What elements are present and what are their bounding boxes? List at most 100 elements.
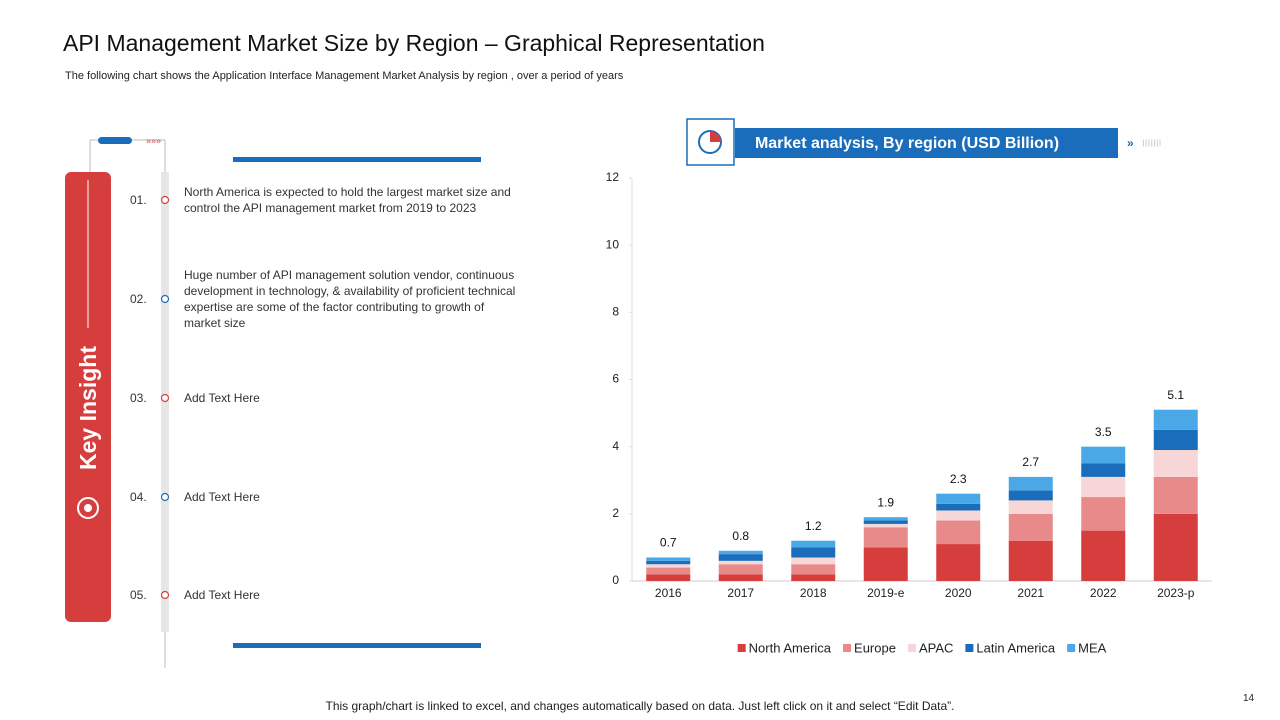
- total-label: 0.8: [732, 529, 749, 543]
- bar-segment: [1081, 446, 1126, 464]
- key-insight-label: Key Insight: [75, 346, 101, 470]
- bar-segment: [1008, 476, 1053, 491]
- bar-segment: [1153, 409, 1198, 430]
- bar-segment: [1008, 540, 1053, 581]
- bar-segment: [936, 520, 981, 545]
- bar-segment: [1081, 530, 1126, 581]
- insight-text: Add Text Here: [184, 588, 260, 602]
- bar-segment: [1153, 513, 1198, 581]
- legend-label: APAC: [919, 640, 953, 655]
- top-rule: [233, 157, 481, 162]
- insight-number: 02.: [130, 292, 147, 306]
- bar-segment: [936, 510, 981, 521]
- bar-segment: [863, 523, 908, 528]
- bar-segment: [1153, 450, 1198, 477]
- svg-text:»»»: »»»: [146, 135, 161, 145]
- insight-text: North America is expected to hold the la…: [184, 185, 511, 215]
- bar-segment: [863, 527, 908, 548]
- insight-dot: [160, 195, 170, 205]
- total-label: 3.5: [1095, 425, 1112, 439]
- bar-segment: [718, 564, 763, 575]
- y-tick-label: 2: [612, 506, 619, 520]
- legend-label: MEA: [1078, 640, 1107, 655]
- bar-segment: [1081, 476, 1126, 498]
- chart-header: Market analysis, By region (USD Billion): [755, 135, 1059, 152]
- bar-segment: [791, 557, 836, 565]
- legend-swatch: [1067, 644, 1076, 652]
- footer-note: This graph/chart is linked to excel, and…: [325, 699, 955, 713]
- x-tick-label: 2018: [800, 586, 827, 600]
- bar-segment: [863, 547, 908, 581]
- insight-number: 04.: [130, 490, 147, 504]
- bar-segment: [791, 547, 836, 558]
- total-label: 2.3: [950, 472, 967, 486]
- x-tick-label: 2021: [1017, 586, 1044, 600]
- bar-segment: [936, 503, 981, 511]
- total-label: 1.9: [877, 495, 894, 509]
- insight-dot: [160, 393, 170, 403]
- legend-swatch: [843, 644, 852, 652]
- x-tick-label: 2023-p: [1157, 586, 1195, 600]
- bar-segment: [1008, 500, 1053, 514]
- bar-segment: [1153, 476, 1198, 514]
- bar-segment: [718, 550, 763, 555]
- insight-text: Add Text Here: [184, 490, 260, 504]
- bar-segment: [1081, 497, 1126, 531]
- bar-segment: [718, 554, 763, 561]
- bar-segment: [791, 574, 836, 581]
- bar-segment: [646, 557, 691, 561]
- total-label: 0.7: [660, 536, 677, 550]
- insight-number: 01.: [130, 193, 147, 207]
- bar-segment: [646, 574, 691, 581]
- bar-segment: [646, 564, 691, 568]
- insight-dot: [160, 492, 170, 502]
- key-insight-panel: [65, 172, 111, 622]
- y-tick-label: 0: [612, 573, 619, 587]
- legend-label: Europe: [854, 640, 896, 655]
- legend-label: Latin America: [976, 640, 1056, 655]
- insight-dot: [160, 590, 170, 600]
- bar-segment: [936, 544, 981, 581]
- icon: [77, 497, 99, 519]
- legend-swatch: [965, 644, 974, 652]
- bar-segment: [646, 567, 691, 575]
- svg-text:»: »: [1127, 136, 1134, 150]
- y-tick-label: 12: [606, 170, 620, 184]
- total-label: 2.7: [1022, 455, 1039, 469]
- bar-segment: [1008, 490, 1053, 501]
- insight-text: Huge number of API management solution v…: [184, 268, 516, 330]
- bar-segment: [1008, 513, 1053, 541]
- bar-segment: [791, 540, 836, 548]
- bar-segment: [863, 517, 908, 521]
- bar-segment: [1081, 463, 1126, 477]
- insight-number: 03.: [130, 391, 147, 405]
- slide-title: API Management Market Size by Region – G…: [63, 30, 765, 56]
- y-tick-label: 6: [612, 372, 619, 386]
- x-tick-label: 2022: [1090, 586, 1117, 600]
- x-tick-label: 2017: [727, 586, 754, 600]
- svg-text:IIIIIII: IIIIIII: [1142, 139, 1161, 150]
- bar-segment: [718, 574, 763, 581]
- insight-dot: [160, 294, 170, 304]
- insight-number: 05.: [130, 588, 147, 602]
- x-tick-label: 2016: [655, 586, 682, 600]
- x-tick-label: 2019-e: [867, 586, 905, 600]
- bar-segment: [646, 560, 691, 565]
- bar-segment: [718, 560, 763, 565]
- y-tick-label: 8: [612, 305, 619, 319]
- slide-subtitle: The following chart shows the Applicatio…: [65, 70, 624, 82]
- y-tick-label: 10: [606, 237, 620, 251]
- bar-segment: [936, 493, 981, 504]
- legend-swatch: [907, 644, 916, 652]
- page-number: 14: [1243, 693, 1255, 704]
- bar-segment: [863, 520, 908, 524]
- chart-header-bar: [735, 128, 1118, 158]
- pill: [98, 137, 132, 144]
- bar-segment: [791, 564, 836, 575]
- bottom-rule: [233, 643, 481, 648]
- bar-segment: [1153, 429, 1198, 451]
- total-label: 5.1: [1167, 388, 1184, 402]
